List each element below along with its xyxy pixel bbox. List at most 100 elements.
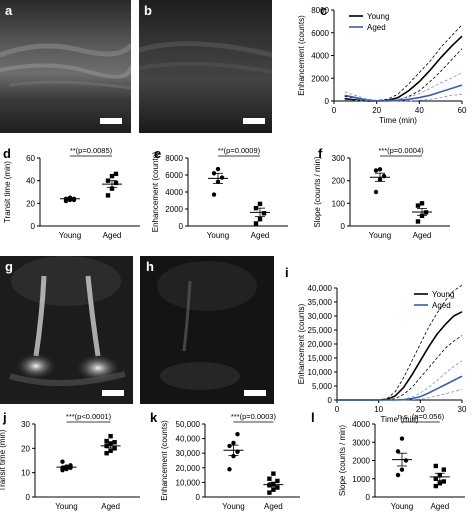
l-point-aged <box>437 481 442 486</box>
panel-letter-c: c <box>320 3 328 18</box>
j-category-label-young: Young <box>55 502 77 511</box>
l-ytick-label: 4000 <box>352 420 370 429</box>
d-ytick-label: 0 <box>31 222 36 231</box>
micrograph-b <box>138 0 273 133</box>
i-xtick-label: 0 <box>335 405 340 414</box>
f-ylabel: Slope (counts / min) <box>313 156 322 227</box>
e-ylabel: Enhancement (counts) <box>151 151 160 232</box>
f-point-young <box>373 189 379 195</box>
k-ylabel: Enhancement (counts) <box>160 420 169 501</box>
d-ylabel: Transit time (min) <box>3 161 12 223</box>
c-ytick-label: 0 <box>325 97 330 106</box>
e-point-aged <box>257 217 263 222</box>
f-point-aged <box>415 203 421 208</box>
k-ytick-label: 0 <box>196 493 201 502</box>
k-significance-label: ***(p=0.0003) <box>231 412 277 421</box>
f-category-label-young: Young <box>369 231 391 240</box>
i-xtick-label: 10 <box>374 405 383 414</box>
d-point-aged <box>105 193 111 198</box>
f-ytick-label: 200 <box>332 177 346 186</box>
panel-letter-b: b <box>144 3 152 18</box>
k-category-label-aged: Aged <box>264 502 283 511</box>
k-ytick-label: 20,000 <box>176 464 201 473</box>
j-point-aged <box>108 433 113 439</box>
k-category-label-young: Young <box>222 502 244 511</box>
f-ytick-label: 100 <box>332 199 346 208</box>
f-point-young <box>373 168 379 173</box>
micrograph-h <box>140 256 274 404</box>
j-point-aged <box>112 446 117 451</box>
l-ytick-label: 2000 <box>352 457 370 466</box>
i-ytick-label: 30,000 <box>308 312 333 321</box>
k-point-aged <box>275 485 280 490</box>
l-point-aged <box>433 476 438 481</box>
k-point-aged <box>271 471 276 476</box>
i-xlabel: Time (min) <box>381 415 419 424</box>
c-ytick-label: 8000 <box>311 6 329 15</box>
l-ytick-label: 0 <box>366 493 371 502</box>
l-category-label-young: Young <box>391 502 413 511</box>
c-ytick-label: 6000 <box>311 29 329 38</box>
panel-letter-h: h <box>146 259 154 274</box>
l-point-aged <box>441 479 446 484</box>
l-point-aged <box>441 467 446 472</box>
f-point-aged <box>419 201 425 206</box>
c-series-aged-upper <box>344 72 463 101</box>
k-point-aged <box>267 483 272 488</box>
c-ytick-label: 4000 <box>311 52 329 61</box>
j-point-young <box>60 459 65 464</box>
l-ylabel: Slope (counts / min) <box>338 425 347 496</box>
k-point-aged <box>271 487 276 492</box>
i-legend-label-young: Young <box>432 290 454 299</box>
i-xtick-label: 30 <box>458 405 467 414</box>
e-ytick-label: 6000 <box>165 171 183 180</box>
k-point-aged <box>275 478 280 484</box>
i-ytick-label: 40,000 <box>308 284 333 293</box>
k-point-young <box>235 432 240 437</box>
micrograph-g <box>0 256 133 404</box>
panel-letter-d: d <box>3 146 11 161</box>
i-series-aged <box>337 375 463 401</box>
d-point-aged <box>113 171 119 177</box>
f-point-young <box>377 167 383 172</box>
c-legend-label-young: Young <box>367 12 389 21</box>
i-series-young <box>337 311 463 401</box>
c-xtick-label: 20 <box>372 106 381 115</box>
e-ytick-label: 4000 <box>165 188 183 197</box>
c-series-aged <box>344 84 463 102</box>
panel-letter-a: a <box>5 3 13 18</box>
f-point-aged <box>419 213 425 218</box>
c-ylabel: Enhancement (counts) <box>297 15 306 96</box>
i-ytick-label: 15,000 <box>308 354 333 363</box>
l-point-young <box>395 472 401 478</box>
i-xtick-label: 20 <box>416 405 425 414</box>
e-point-aged <box>257 201 263 207</box>
d-point-aged <box>109 186 115 191</box>
l-point-young <box>399 436 405 441</box>
j-point-aged <box>104 451 109 456</box>
f-ytick-label: 300 <box>332 154 346 163</box>
i-legend-label-aged: Aged <box>432 301 451 310</box>
j-point-young <box>68 463 73 468</box>
j-point-young <box>60 465 65 470</box>
e-point-young <box>219 175 225 180</box>
j-ytick-label: 30 <box>21 420 30 429</box>
e-point-aged <box>261 211 267 216</box>
d-significance-label: **(p=0.0085) <box>70 146 113 155</box>
c-xtick-label: 0 <box>332 106 337 115</box>
d-category-label-aged: Aged <box>103 231 122 240</box>
k-ytick-label: 40,000 <box>176 435 201 444</box>
i-ylabel: Enhancement (counts) <box>297 303 306 384</box>
panel-letter-k: k <box>150 410 158 425</box>
l-category-label-aged: Aged <box>430 502 449 511</box>
l-ytick-label: 1000 <box>352 475 370 484</box>
d-ytick-label: 20 <box>26 199 35 208</box>
panel-letter-g: g <box>5 259 13 274</box>
micrograph-a <box>0 0 134 133</box>
k-point-young <box>227 467 232 472</box>
e-point-young <box>211 192 217 197</box>
e-significance-label: **(p=0.0009) <box>218 146 261 155</box>
panel-letter-j: j <box>3 410 7 425</box>
l-point-aged <box>433 463 438 469</box>
j-category-label-aged: Aged <box>101 502 120 511</box>
